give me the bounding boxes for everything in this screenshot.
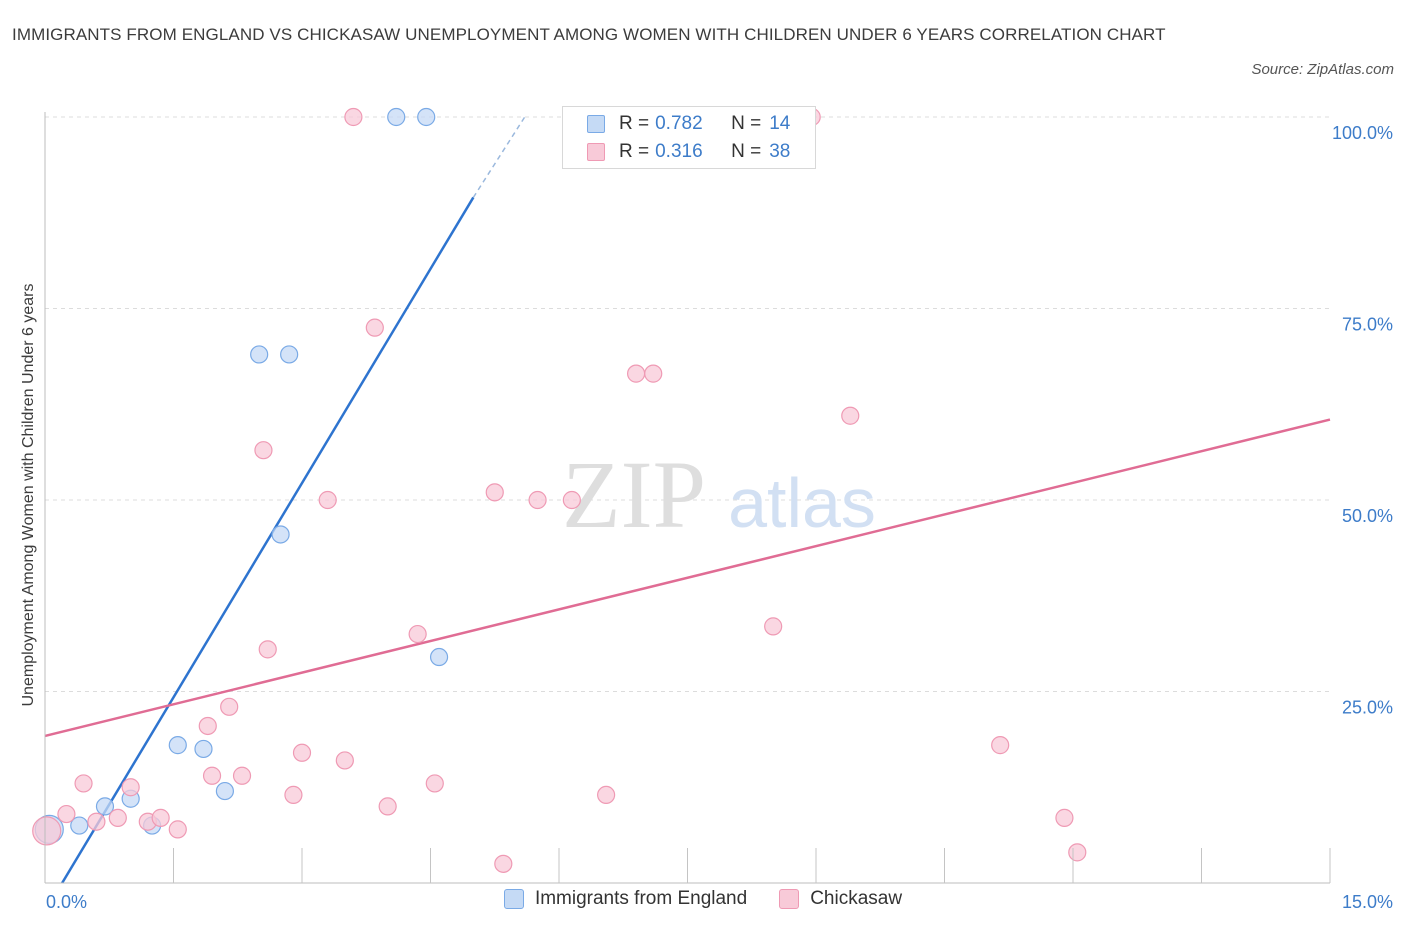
chickasaw-point	[335, 751, 354, 770]
chickasaw-point	[485, 483, 504, 502]
chickasaw-r-label: R =	[619, 141, 650, 162]
chickasaw-point	[108, 808, 127, 827]
chickasaw-point	[528, 490, 547, 510]
chickasaw-swatch	[587, 143, 605, 161]
chickasaw-n-label: N =	[731, 141, 762, 162]
chickasaw-point	[220, 697, 239, 716]
chickasaw-point	[365, 318, 384, 337]
chickasaw-point	[232, 766, 252, 785]
england-point	[250, 345, 269, 364]
chickasaw-point	[597, 785, 616, 805]
chickasaw-point	[57, 804, 76, 824]
legend-swatch-england	[503, 889, 524, 909]
england-point	[95, 797, 115, 816]
chickasaw-point	[318, 490, 337, 510]
chickasaw-point	[644, 364, 663, 383]
chickasaw-point	[32, 816, 62, 846]
chickasaw-trend-line	[44, 418, 1331, 738]
england-point	[271, 525, 290, 544]
x-tick-label-max: 15.0%	[1342, 892, 1393, 912]
england-r-value: 0.782	[655, 113, 703, 134]
england-point	[168, 736, 187, 755]
source-credit: Source: ZipAtlas.com	[1251, 61, 1394, 78]
x-tick-label-min: 0.0%	[46, 892, 87, 912]
chickasaw-point	[991, 736, 1010, 755]
chickasaw-point	[151, 808, 170, 827]
legend-label-chickasaw: Chickasaw	[810, 888, 903, 909]
chickasaw-point	[168, 820, 187, 839]
series-legend: Immigrants from England Chickasaw	[0, 888, 1406, 910]
y-tick-label: 100.0%	[1332, 123, 1393, 143]
chickasaw-point	[408, 624, 427, 644]
chickasaw-point	[202, 766, 222, 785]
england-n-value: 14	[769, 113, 791, 134]
england-point	[70, 816, 89, 835]
y-tick-label: 50.0%	[1342, 506, 1393, 526]
stats-legend-england: R = 0.782 N = 14	[587, 112, 790, 136]
legend-label-england: Immigrants from England	[534, 888, 748, 909]
chickasaw-point	[562, 490, 581, 510]
chickasaw-point	[121, 778, 140, 797]
chickasaw-point	[494, 854, 513, 873]
england-r-label: R =	[619, 113, 650, 134]
chickasaw-point	[284, 785, 303, 805]
stats-legend-chickasaw: R = 0.316 N = 38	[587, 140, 790, 164]
chickasaw-point	[841, 406, 860, 425]
chickasaw-point	[258, 640, 277, 659]
england-trend-line	[61, 196, 475, 884]
chickasaw-n-value: 38	[769, 141, 791, 162]
legend-item-england[interactable]: Immigrants from England	[503, 888, 748, 910]
legend-item-chickasaw[interactable]: Chickasaw	[779, 888, 902, 910]
chickasaw-point	[378, 797, 397, 816]
watermark-atlas: atlas	[728, 464, 876, 542]
england-swatch	[587, 115, 605, 133]
chickasaw-point	[626, 364, 646, 383]
stats-legend: R = 0.782 N = 14 R = 0.316 N = 38	[562, 106, 816, 169]
chickasaw-point	[425, 774, 444, 793]
chart-title: IMMIGRANTS FROM ENGLAND VS CHICKASAW UNE…	[12, 25, 1166, 44]
england-point	[280, 345, 299, 364]
england-trend-extension	[472, 116, 526, 198]
chickasaw-point	[292, 743, 312, 762]
england-point	[194, 739, 213, 759]
england-point	[215, 781, 234, 801]
chickasaw-r-value: 0.316	[655, 141, 703, 162]
england-point	[429, 647, 449, 667]
y-tick-label: 75.0%	[1342, 315, 1393, 335]
england-point	[387, 107, 406, 127]
watermark-zip: ZIP	[562, 441, 706, 548]
chickasaw-point	[87, 812, 106, 831]
chickasaw-point	[1055, 808, 1074, 827]
legend-swatch-chickasaw	[779, 889, 800, 909]
chickasaw-point	[74, 774, 93, 793]
chickasaw-point	[764, 617, 783, 636]
england-n-label: N =	[731, 113, 762, 134]
y-tick-label: 25.0%	[1342, 698, 1393, 718]
chickasaw-point	[198, 716, 217, 736]
chickasaw-point	[254, 441, 273, 460]
chickasaw-point	[1068, 843, 1087, 862]
england-point	[417, 107, 436, 127]
chickasaw-point	[344, 107, 363, 127]
